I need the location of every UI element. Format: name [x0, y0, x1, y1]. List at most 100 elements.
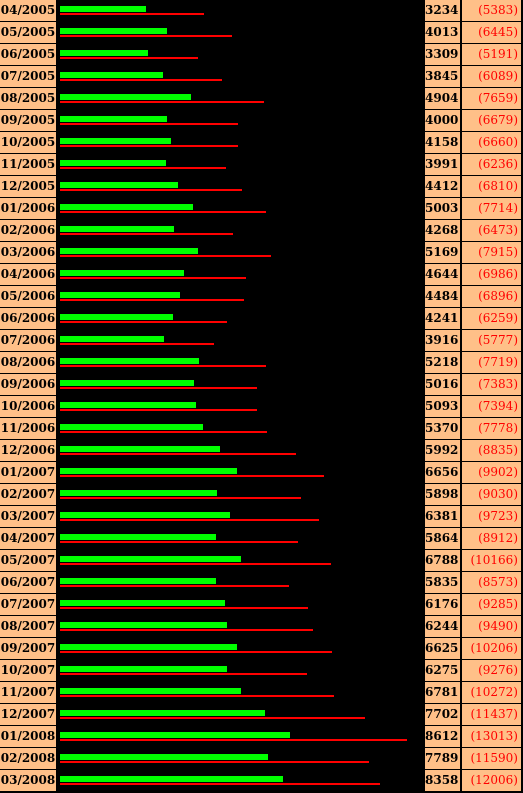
chart-row: 06/2007 5835 (8573) [0, 572, 523, 594]
bar-area [58, 484, 423, 506]
value-label-series-1: 5370 [425, 418, 460, 439]
bar-series-2 [60, 695, 334, 697]
value-label-series-2: (11437) [462, 704, 521, 725]
bar-series-2 [60, 585, 289, 587]
category-label: 09/2006 [0, 374, 56, 395]
bar-series-2 [60, 13, 204, 15]
bar-area [58, 308, 423, 330]
bar-series-2 [60, 607, 308, 609]
bar-area [58, 154, 423, 176]
value-label-series-2: (7659) [462, 88, 521, 109]
bar-series-2 [60, 101, 264, 103]
value-label-series-2: (6259) [462, 308, 521, 329]
value-label-series-2: (7714) [462, 198, 521, 219]
bar-series-1 [60, 94, 191, 100]
value-label-series-2: (6089) [462, 66, 521, 87]
category-label: 06/2007 [0, 572, 56, 593]
bar-area [58, 264, 423, 286]
chart-row: 03/2008 8358 (12006) [0, 770, 523, 792]
value-label-series-1: 4268 [425, 220, 460, 241]
value-label-series-1: 3309 [425, 44, 460, 65]
chart-row: 12/2007 7702 (11437) [0, 704, 523, 726]
bar-series-2 [60, 167, 226, 169]
chart-row: 11/2007 6781 (10272) [0, 682, 523, 704]
category-label: 09/2007 [0, 638, 56, 659]
value-label-series-2: (10166) [462, 550, 521, 571]
bar-area [58, 572, 423, 594]
chart-row: 03/2007 6381 (9723) [0, 506, 523, 528]
bar-area [58, 396, 423, 418]
value-label-series-2: (9285) [462, 594, 521, 615]
bar-area [58, 704, 423, 726]
chart-row: 08/2006 5218 (7719) [0, 352, 523, 374]
value-label-series-2: (9276) [462, 660, 521, 681]
bar-series-2 [60, 629, 313, 631]
value-label-series-2: (9030) [462, 484, 521, 505]
category-label: 07/2006 [0, 330, 56, 351]
chart-row: 02/2007 5898 (9030) [0, 484, 523, 506]
category-label: 01/2006 [0, 198, 56, 219]
value-label-series-1: 4241 [425, 308, 460, 329]
chart-row: 05/2005 4013 (6445) [0, 22, 523, 44]
value-label-series-1: 5003 [425, 198, 460, 219]
value-label-series-2: (6810) [462, 176, 521, 197]
category-label: 03/2006 [0, 242, 56, 263]
bar-series-1 [60, 688, 241, 694]
bar-series-2 [60, 255, 271, 257]
value-label-series-2: (6896) [462, 286, 521, 307]
value-label-series-2: (5383) [462, 0, 521, 21]
value-label-series-1: 8612 [425, 726, 460, 747]
bar-area [58, 682, 423, 704]
value-label-series-1: 4000 [425, 110, 460, 131]
bar-series-2 [60, 717, 365, 719]
value-label-series-2: (8573) [462, 572, 521, 593]
value-label-series-1: 3916 [425, 330, 460, 351]
bar-series-2 [60, 409, 257, 411]
category-label: 11/2007 [0, 682, 56, 703]
value-label-series-2: (6473) [462, 220, 521, 241]
category-label: 07/2005 [0, 66, 56, 87]
value-label-series-2: (10272) [462, 682, 521, 703]
value-label-series-1: 4412 [425, 176, 460, 197]
value-label-series-1: 6788 [425, 550, 460, 571]
value-label-series-2: (12006) [462, 770, 521, 791]
bar-series-1 [60, 776, 283, 782]
bar-series-1 [60, 358, 199, 364]
bar-series-2 [60, 761, 369, 763]
bar-series-2 [60, 365, 266, 367]
bar-series-2 [60, 277, 246, 279]
value-label-series-1: 6176 [425, 594, 460, 615]
bar-series-1 [60, 292, 180, 298]
chart-row: 04/2005 3234 (5383) [0, 0, 523, 22]
chart-row: 07/2006 3916 (5777) [0, 330, 523, 352]
chart-row: 04/2007 5864 (8912) [0, 528, 523, 550]
bar-series-1 [60, 336, 164, 342]
bar-area [58, 374, 423, 396]
bar-series-2 [60, 79, 222, 81]
value-label-series-2: (6236) [462, 154, 521, 175]
bar-series-2 [60, 453, 296, 455]
bar-series-1 [60, 446, 220, 452]
bar-series-2 [60, 387, 257, 389]
category-label: 12/2006 [0, 440, 56, 461]
value-label-series-2: (7778) [462, 418, 521, 439]
bar-series-2 [60, 145, 238, 147]
bar-area [58, 66, 423, 88]
value-label-series-1: 4644 [425, 264, 460, 285]
value-label-series-2: (6679) [462, 110, 521, 131]
bar-series-2 [60, 35, 232, 37]
value-label-series-2: (9902) [462, 462, 521, 483]
bar-area [58, 176, 423, 198]
bar-area [58, 22, 423, 44]
value-label-series-2: (6660) [462, 132, 521, 153]
chart-row: 02/2006 4268 (6473) [0, 220, 523, 242]
value-label-series-1: 5835 [425, 572, 460, 593]
chart-row: 11/2006 5370 (7778) [0, 418, 523, 440]
chart-row: 08/2005 4904 (7659) [0, 88, 523, 110]
chart-row: 11/2005 3991 (6236) [0, 154, 523, 176]
chart-row: 08/2007 6244 (9490) [0, 616, 523, 638]
bar-area [58, 132, 423, 154]
chart-row: 10/2006 5093 (7394) [0, 396, 523, 418]
chart-row: 01/2007 6656 (9902) [0, 462, 523, 484]
bar-series-1 [60, 270, 184, 276]
